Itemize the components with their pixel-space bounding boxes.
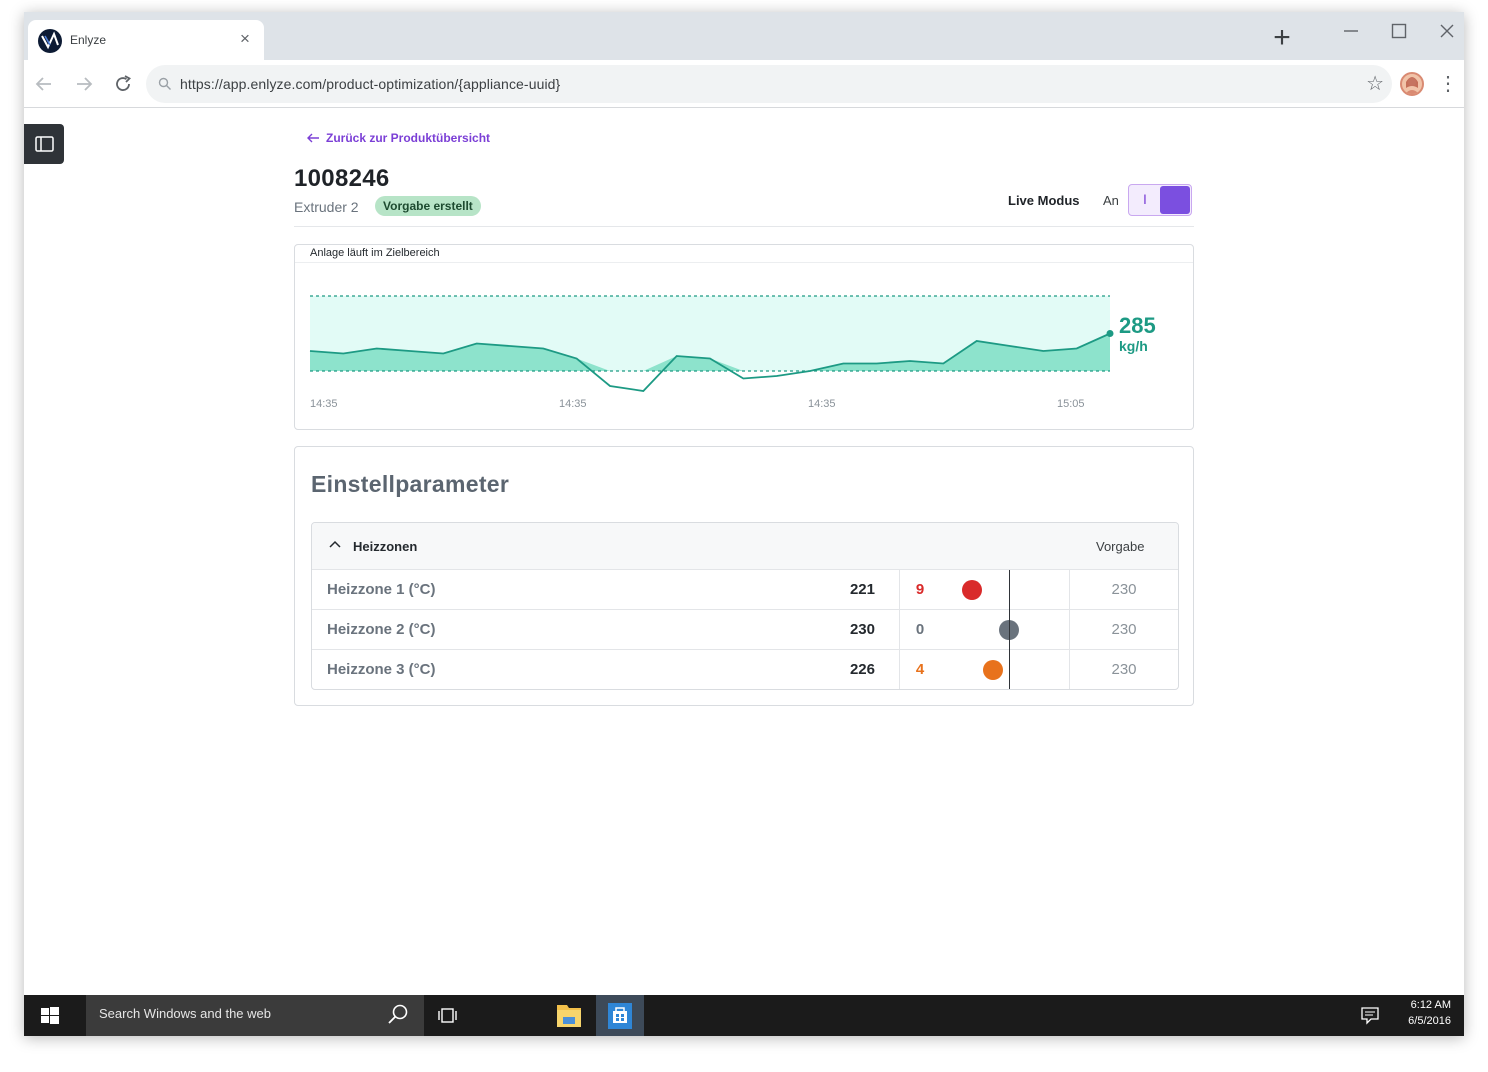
parameter-name: Heizzone 1 (°C) [327,581,436,598]
task-view-icon[interactable] [424,995,472,1036]
tab-strip: Enlyze × + [24,12,1464,60]
windows-start-icon[interactable] [24,995,76,1036]
parameter-deviation: 9 [915,581,925,598]
throughput-chart-card: Anlage läuft im Zielbereich 14:35 14:35 … [294,244,1194,430]
enlyze-logo-icon [38,29,62,53]
current-value: 285 [1119,313,1156,338]
live-mode-toggle[interactable]: I [1128,184,1192,216]
parameter-target: 230 [1111,581,1137,598]
x-tick-label: 14:35 [559,398,587,410]
parameter-value: 221 [849,581,875,598]
parameter-deviation: 0 [915,621,925,638]
table-row: Heizzone 2 (°C) 230 0 230 [312,610,1178,650]
parameter-deviation: 4 [915,661,925,678]
close-window-icon[interactable] [1432,18,1462,48]
table-row: Heizzone 1 (°C) 221 9 230 [312,570,1178,610]
taskbar-search-placeholder[interactable]: Search Windows and the web [99,1006,271,1021]
live-mode-label: Live Modus [1008,193,1080,208]
reload-icon[interactable] [109,70,137,98]
sidebar-panel-icon [35,136,54,152]
search-icon [388,1004,408,1024]
forward-arrow-icon[interactable] [70,70,98,98]
parameters-title: Einstellparameter [311,471,510,497]
sidebar-toggle-button[interactable] [24,124,64,164]
windows-taskbar: Search Windows and the web 6:12 AM 6/5/2… [24,995,1464,1036]
x-tick-label: 14:35 [808,398,836,410]
heating-zones-header[interactable]: Heizzonen Vorgabe [312,523,1178,570]
live-mode-state: An [1103,193,1119,208]
minimize-icon[interactable] [1336,18,1366,48]
table-row: Heizzone 3 (°C) 226 4 230 [312,650,1178,689]
browser-toolbar: https://app.enlyze.com/product-optimizat… [24,60,1464,108]
taskbar-clock[interactable]: 6:12 AM 6/5/2016 [1408,997,1451,1029]
deviation-dot [962,580,983,600]
profile-avatar[interactable] [1400,72,1424,96]
product-id-title: 1008246 [294,165,390,192]
address-bar[interactable]: https://app.enlyze.com/product-optimizat… [146,65,1392,103]
parameter-target: 230 [1111,661,1137,678]
parameter-name: Heizzone 2 (°C) [327,621,436,638]
chart-status-text: Anlage läuft im Zielbereich [310,247,440,259]
header-divider [294,226,1194,227]
group-label: Heizzonen [353,539,418,554]
toggle-knob[interactable] [1160,186,1190,214]
machine-name: Extruder 2 [294,199,359,215]
url-text[interactable]: https://app.enlyze.com/product-optimizat… [180,76,561,92]
parameters-card: Einstellparameter Heizzonen Vorgabe Heiz… [294,446,1194,706]
new-tab-icon[interactable]: + [1273,21,1291,54]
file-explorer-icon[interactable] [545,995,593,1036]
heating-zones-table: Heizzonen Vorgabe Heizzone 1 (°C) 221 9 … [311,522,1179,690]
search-icon [158,77,171,90]
column-divider [899,570,900,689]
clock-time: 6:12 AM [1410,999,1451,1011]
app-content: Zurück zur Produktübersicht 1008246 Extr… [24,109,1464,995]
back-arrow-icon[interactable] [30,70,58,98]
target-reference-line [1009,570,1010,689]
bookmark-star-icon[interactable]: ☆ [1366,73,1384,95]
status-badge: Vorgabe erstellt [375,196,481,216]
browser-menu-icon[interactable]: ⋮ [1438,73,1458,95]
action-center-icon[interactable] [1360,1005,1380,1030]
tab-close-icon[interactable]: × [240,29,250,48]
back-to-overview-link[interactable]: Zurück zur Produktübersicht [306,131,490,145]
maximize-icon[interactable] [1384,18,1414,48]
browser-tab[interactable]: Enlyze × [28,20,264,60]
parameter-value: 226 [849,661,875,678]
x-tick-label: 14:35 [310,398,338,410]
throughput-series-line [309,332,1111,392]
browser-window: Enlyze × + https://app.enlyze.com/produc… [24,12,1464,1036]
deviation-dot [982,660,1003,680]
parameter-value: 230 [849,621,875,638]
tab-title: Enlyze [70,33,107,47]
column-divider [1069,570,1070,689]
arrow-left-icon [307,133,319,143]
chevron-up-icon[interactable] [328,537,342,554]
throughput-line-chart [309,295,1114,392]
back-link-label[interactable]: Zurück zur Produktübersicht [326,131,491,145]
parameter-target: 230 [1111,621,1137,638]
chart-header: Anlage läuft im Zielbereich [295,245,1193,263]
taskbar-search-box[interactable]: Search Windows and the web [86,995,424,1036]
clock-date: 6/5/2016 [1408,1015,1451,1027]
toggle-on-glyph: I [1143,191,1147,207]
target-column-header: Vorgabe [1096,539,1145,554]
store-icon[interactable] [596,995,644,1036]
last-data-point [1106,330,1114,337]
current-unit: kg/h [1119,338,1148,354]
parameter-name: Heizzone 3 (°C) [327,661,436,678]
x-tick-label: 15:05 [1057,398,1085,410]
